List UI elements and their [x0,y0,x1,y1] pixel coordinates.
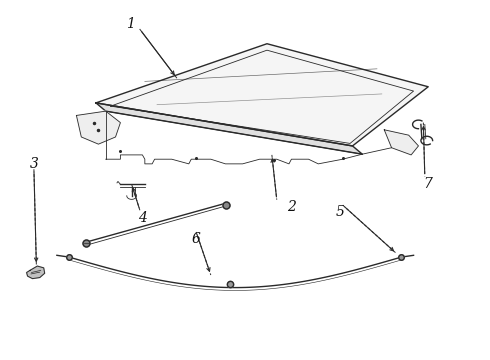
Text: 4: 4 [138,211,147,225]
Text: 6: 6 [192,232,200,246]
Polygon shape [76,111,121,144]
Polygon shape [26,266,45,279]
Text: 2: 2 [287,200,296,214]
Polygon shape [96,103,362,154]
Text: 5: 5 [336,205,345,219]
Text: 3: 3 [29,157,38,171]
Text: 7: 7 [424,177,433,190]
Polygon shape [384,130,418,155]
Polygon shape [96,44,428,146]
Text: 1: 1 [126,17,135,31]
